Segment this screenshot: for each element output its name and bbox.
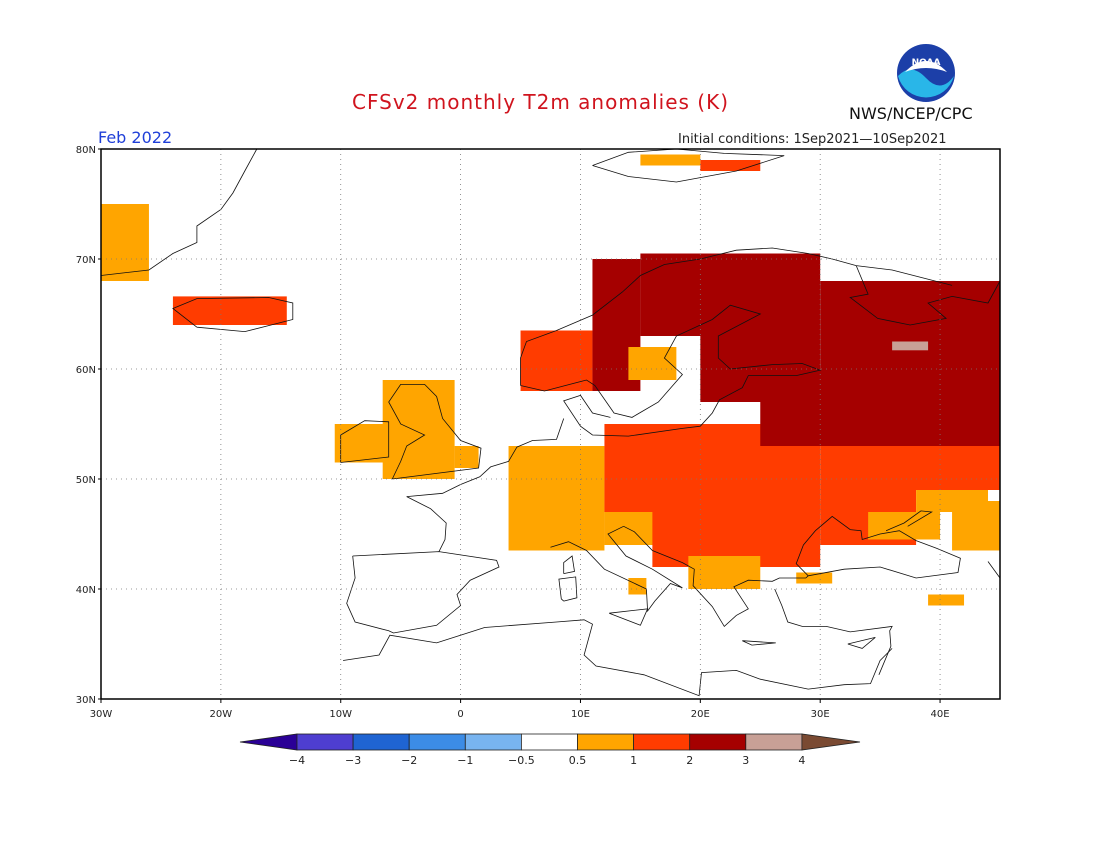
colorbar-box [633, 733, 691, 751]
map-gridlines [101, 149, 1000, 699]
anomaly-cell [508, 446, 605, 551]
colorbar-label: 4 [798, 754, 805, 767]
coastline [609, 608, 649, 626]
anomaly-cell [928, 594, 965, 606]
colorbar-box [745, 733, 803, 751]
lat-tick-label: 50N [76, 475, 96, 486]
colorbar-arrow-low [239, 733, 298, 751]
colorbar-box [296, 733, 354, 751]
anomaly-cell [760, 369, 1000, 446]
coastline [343, 619, 893, 697]
lon-tick-label: 20W [210, 709, 233, 720]
axis-labels: 30W 20W 10W 0 10E 20E 30E 40E 30N 40N 50N 60N 70N 80N [76, 145, 950, 720]
noaa-logo-icon: NOAA [897, 44, 955, 102]
anomaly-cell [454, 446, 479, 468]
coastline [563, 555, 575, 574]
anomaly-cell [382, 380, 455, 479]
lon-tick-label: 10E [571, 709, 590, 720]
colorbar-label: −4 [289, 754, 305, 767]
coastline [885, 510, 933, 532]
lon-tick-label: 30W [90, 709, 113, 720]
coastline [550, 525, 683, 613]
colorbar-box [352, 733, 410, 751]
lon-tick-label: 30E [811, 709, 830, 720]
colorbar-label: 2 [686, 754, 693, 767]
anomaly-cells [101, 154, 1000, 606]
coastline [774, 588, 893, 675]
lon-tick-label: 20E [691, 709, 710, 720]
anomaly-cell [628, 578, 647, 595]
coastline [849, 265, 1001, 326]
coastline [558, 576, 578, 602]
anomaly-cell [334, 424, 389, 463]
colorbar-label: 3 [742, 754, 749, 767]
anomaly-cell [640, 154, 701, 166]
coastline [623, 525, 809, 628]
anomaly-cell [628, 347, 677, 380]
anomaly-cell [700, 160, 761, 171]
coastline [520, 247, 953, 386]
lon-tick-label: 10W [329, 709, 352, 720]
colorbar-label: 0.5 [569, 754, 587, 767]
coastline [346, 551, 500, 634]
initial-conditions: Initial conditions: 1Sep2021—10Sep2021 [678, 132, 947, 147]
colorbar-box [464, 733, 522, 751]
colorbar-label: −0.5 [508, 754, 535, 767]
colorbar-box [408, 733, 466, 751]
coastline [847, 637, 876, 649]
agency-label: NWS/NCEP/CPC [849, 104, 973, 123]
anomaly-cell [688, 556, 761, 589]
colorbar-box [521, 733, 578, 751]
svg-text:NOAA: NOAA [912, 58, 941, 68]
colorbar-label: −1 [457, 754, 473, 767]
lat-tick-label: 40N [76, 585, 96, 596]
colorbar-label: −2 [401, 754, 417, 767]
colorbar-label: −3 [345, 754, 361, 767]
lat-tick-label: 60N [76, 365, 96, 376]
coastlines [100, 148, 1001, 697]
coastline [742, 640, 776, 646]
coastline [795, 515, 961, 579]
anomaly-cell [101, 204, 149, 281]
anomaly-cell [952, 501, 1000, 551]
map-frame [100, 148, 1001, 700]
anomaly-cell [892, 341, 929, 351]
colorbar-arrow-high [801, 733, 861, 751]
map-title: CFSv2 monthly T2m anomalies (K) [352, 90, 729, 114]
coastline [388, 383, 482, 480]
coastline [172, 297, 294, 333]
anomaly-cell [172, 296, 287, 325]
coastline [592, 148, 785, 183]
anomaly-cell [640, 253, 821, 336]
anomaly-cell [868, 512, 941, 540]
colorbar-box [577, 733, 634, 751]
anomaly-cell [796, 572, 833, 584]
forecast-period: Feb 2022 [98, 128, 173, 147]
lat-tick-label: 70N [76, 255, 96, 266]
colorbar-label: 1 [630, 754, 637, 767]
coastline [406, 418, 565, 497]
lon-tick-label: 0 [457, 709, 463, 720]
lat-tick-label: 80N [76, 145, 96, 156]
coastline [100, 148, 258, 276]
lon-tick-label: 40E [931, 709, 950, 720]
lat-tick-label: 30N [76, 695, 96, 706]
coastline [406, 496, 447, 552]
anomaly-cell [520, 330, 593, 391]
colorbar-box [689, 733, 747, 751]
coastline [520, 304, 822, 437]
